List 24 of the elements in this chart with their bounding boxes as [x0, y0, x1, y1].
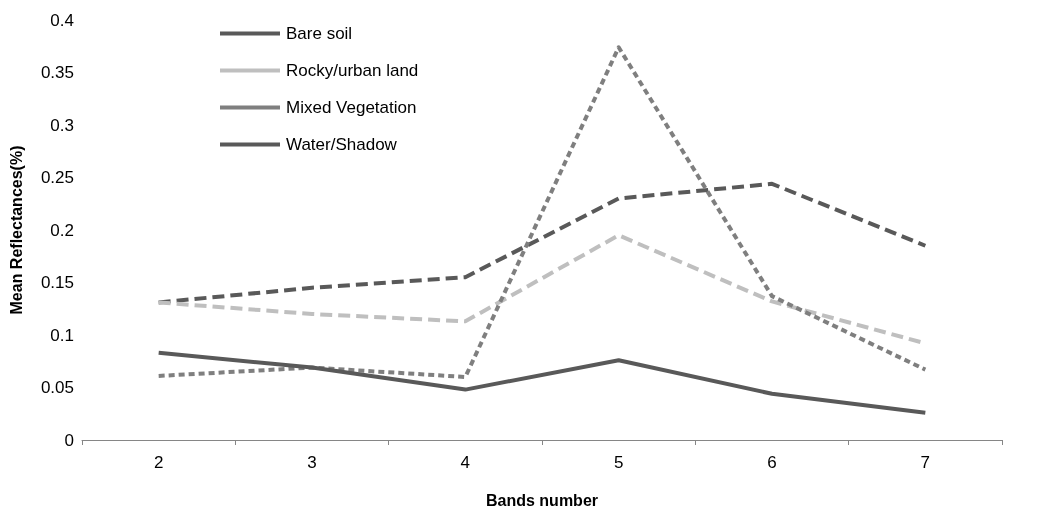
y-tick-label: 0.1: [50, 325, 74, 345]
y-tick-label: 0.35: [40, 63, 74, 82]
x-tick-label: 5: [613, 453, 624, 472]
legend-label: Rocky/urban land: [286, 61, 419, 80]
y-tick-label: 0.05: [40, 378, 74, 397]
line-series: [156, 350, 928, 415]
x-tick-label: 4: [460, 453, 471, 472]
y-tick-label: 0.2: [50, 220, 74, 240]
y-tick-label: 0.15: [40, 273, 74, 292]
x-tick-label: 7: [920, 453, 931, 472]
line-series: [156, 181, 928, 305]
y-tick-label: 0.3: [50, 115, 74, 135]
legend-label: Water/Shadow: [286, 135, 398, 154]
y-axis-title: Mean Reflectances(%): [7, 145, 25, 315]
y-tick-label: 0.4: [50, 10, 74, 30]
y-tick-label: 0.25: [40, 168, 74, 187]
legend-label: Bare soil: [286, 24, 353, 43]
x-tick-label: 6: [767, 453, 777, 472]
legend-label: Mixed Vegetation: [286, 98, 417, 117]
y-tick-label: 0: [64, 430, 74, 450]
x-tick-label: 3: [307, 453, 317, 472]
x-axis-title: Bands number: [485, 491, 599, 509]
x-tick-label: 2: [153, 453, 164, 472]
line-series: [156, 45, 928, 379]
